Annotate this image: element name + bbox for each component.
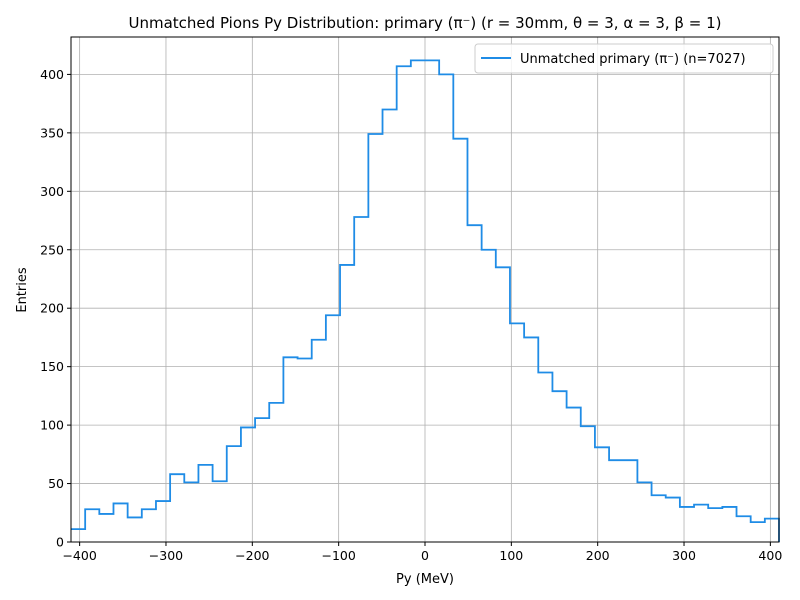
- y-tick-label: 50: [48, 476, 64, 491]
- legend: Unmatched primary (π⁻) (n=7027): [474, 43, 774, 74]
- y-axis-ticks: 0 50 100 150 200 250 300 350 400: [40, 67, 71, 550]
- x-axis-ticks: −400 −300 −200 −100 0 100 200 300 400: [62, 542, 782, 563]
- y-axis-label: Entries: [15, 267, 30, 313]
- y-tick-label: 150: [40, 359, 64, 374]
- legend-label: Unmatched primary (π⁻) (n=7027): [520, 52, 746, 67]
- y-tick-label: 200: [40, 301, 64, 316]
- x-tick-label: −200: [235, 548, 269, 563]
- y-tick-label: 350: [40, 125, 64, 140]
- x-tick-label: 100: [499, 548, 523, 563]
- x-tick-label: −300: [149, 548, 183, 563]
- grid-lines: [71, 37, 779, 543]
- x-tick-label: 0: [421, 548, 429, 563]
- legend-box: [474, 43, 774, 74]
- y-tick-label: 250: [40, 242, 64, 257]
- x-tick-label: −100: [321, 548, 355, 563]
- y-tick-label: 300: [40, 184, 64, 199]
- x-axis-label: Py (MeV): [396, 572, 454, 587]
- chart-title: Unmatched Pions Py Distribution: primary…: [129, 14, 722, 32]
- x-tick-label: −400: [62, 548, 96, 563]
- histogram-step-line: [71, 59, 780, 542]
- x-tick-label: 300: [672, 548, 696, 563]
- x-tick-label: 200: [586, 548, 610, 563]
- y-tick-label: 0: [56, 535, 64, 550]
- y-tick-label: 100: [40, 418, 64, 433]
- y-tick-label: 400: [40, 67, 64, 82]
- histogram-series: [71, 59, 780, 542]
- x-tick-label: 400: [758, 548, 782, 563]
